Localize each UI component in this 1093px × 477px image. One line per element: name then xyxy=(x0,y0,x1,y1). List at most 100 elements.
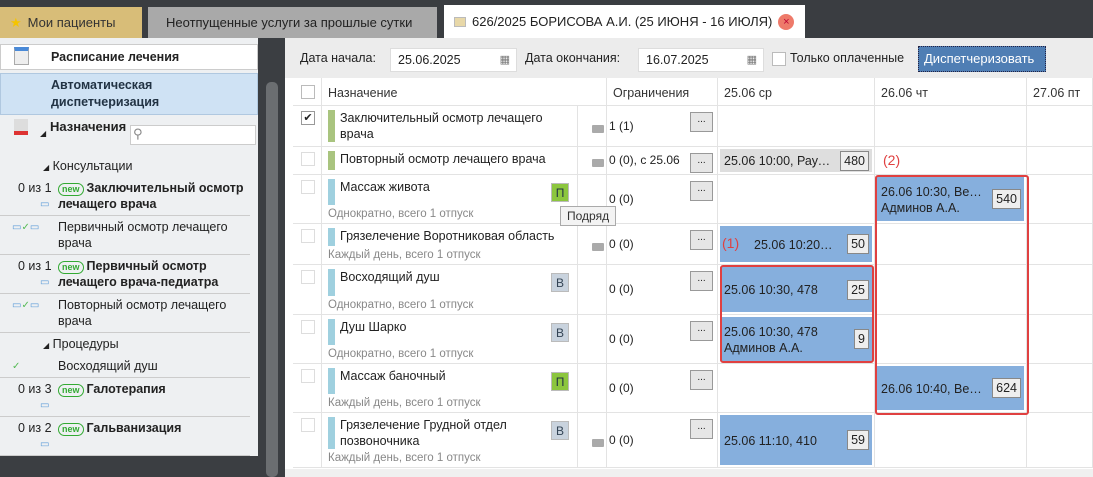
day-cell[interactable] xyxy=(1027,224,1093,265)
scheduled-slot[interactable]: 25.06 10:30, 478 Админов А.А. 9 xyxy=(720,317,872,361)
row-select[interactable] xyxy=(293,175,322,224)
mode-badge[interactable]: П xyxy=(551,372,569,391)
sidebar-scrollbar[interactable] xyxy=(266,82,278,477)
day-cell[interactable] xyxy=(875,147,1027,175)
tab-patient-record[interactable]: 626/2025 БОРИСОВА А.И. (25 ИЮНЯ - 16 ИЮЛ… xyxy=(444,5,805,38)
tree-item[interactable]: 0 из 3 ▭ new Галотерапия xyxy=(0,378,250,417)
header-day-1[interactable]: 25.06 ср xyxy=(718,78,875,106)
assignments-icon xyxy=(14,119,28,135)
tree-group[interactable]: ◢ Процедуры xyxy=(0,333,258,355)
tree-item[interactable]: ▭✓▭ Первичный осмотр лечащего врача xyxy=(0,216,250,255)
header-assignment[interactable]: Назначение xyxy=(322,78,607,106)
row-select[interactable] xyxy=(293,265,322,315)
scheduled-slot[interactable]: 26.06 10:30, Вергей Админов А.А. 540 xyxy=(877,177,1024,221)
scheduled-slot[interactable]: 25.06 10:30, 478 25 xyxy=(720,267,872,312)
tree-item[interactable]: 0 из 2 ▭ new Гальванизация xyxy=(0,417,250,456)
day-cell[interactable] xyxy=(1027,413,1093,468)
day-cell[interactable] xyxy=(875,265,1027,315)
sidebar-schedule[interactable]: Расписание лечения xyxy=(0,44,258,70)
payment-icon xyxy=(592,438,604,447)
row-checkbox[interactable] xyxy=(301,229,315,243)
row-checkbox[interactable] xyxy=(301,369,315,383)
day-cell[interactable]: 25.06 11:10, 410 59 xyxy=(718,413,875,468)
tab-my-patients[interactable]: ★ Мои пациенты xyxy=(0,7,142,38)
day-cell[interactable]: 25.06 10:20, 458 -... 50 xyxy=(718,224,875,265)
tree-item[interactable]: ▭✓▭ Повторный осмотр лечащего врача xyxy=(0,294,250,333)
day-cell[interactable] xyxy=(1027,147,1093,175)
collapse-icon: ◢ xyxy=(43,341,50,350)
row-select[interactable] xyxy=(293,224,322,265)
sidebar-auto-dispatch[interactable]: Автоматическая диспетчеризация xyxy=(0,73,258,115)
day-cell[interactable] xyxy=(875,413,1027,468)
tree-item[interactable]: 0 из 1 ▭ new Первичный осмотр лечащего врач… xyxy=(0,255,250,294)
row-checkbox[interactable] xyxy=(301,152,315,166)
start-date-field[interactable]: 25.06.2025 ▦ xyxy=(390,48,517,72)
day-cell[interactable] xyxy=(1027,106,1093,147)
paid-only-checkbox[interactable] xyxy=(772,52,786,66)
day-cell[interactable] xyxy=(718,106,875,147)
day-cell[interactable] xyxy=(1027,265,1093,315)
mode-badge[interactable]: В xyxy=(551,323,569,342)
search-input[interactable] xyxy=(130,125,256,145)
header-select-all[interactable] xyxy=(293,78,322,106)
row-select[interactable] xyxy=(293,413,322,468)
row-select[interactable]: ✔ xyxy=(293,106,322,147)
mode-badge[interactable]: П xyxy=(551,183,569,202)
tree-group[interactable]: ◢ Консультации xyxy=(0,155,258,177)
select-all-checkbox[interactable] xyxy=(301,85,315,99)
payment-cell xyxy=(578,413,607,468)
mode-badge[interactable]: В xyxy=(551,273,569,292)
calendar-icon[interactable]: ▦ xyxy=(499,54,510,66)
more-button[interactable]: ... xyxy=(690,321,713,341)
scheduled-slot[interactable]: 25.06 10:20, 458 -... 50 xyxy=(720,226,872,262)
scheduled-slot[interactable]: 25.06 10:00, Раудс... 480 xyxy=(720,149,872,172)
tree-item[interactable]: 0 из 1 ▭ new Заключительный осмотр лечащего… xyxy=(0,177,250,216)
row-select[interactable] xyxy=(293,364,322,413)
scheduled-slot[interactable]: 25.06 11:10, 410 59 xyxy=(720,415,872,465)
day-cell[interactable]: 25.06 10:30, 478 25 xyxy=(718,265,875,315)
day-cell[interactable]: 25.06 10:30, 478 Админов А.А. 9 xyxy=(718,315,875,364)
day-cell[interactable] xyxy=(875,315,1027,364)
day-cell[interactable] xyxy=(1027,175,1093,224)
row-checkbox[interactable] xyxy=(301,270,315,284)
more-button[interactable]: ... xyxy=(690,112,713,132)
day-cell[interactable] xyxy=(875,106,1027,147)
tree-item[interactable]: ✓ Восходящий душ xyxy=(0,355,250,378)
row-checkbox[interactable] xyxy=(301,180,315,194)
day-cell[interactable] xyxy=(718,364,875,413)
search-icon: ⚲ xyxy=(133,126,143,141)
more-button[interactable]: ... xyxy=(690,370,713,390)
mode-badge[interactable]: В xyxy=(551,421,569,440)
day-cell[interactable]: 26.06 10:40, Вергей 624 xyxy=(875,364,1027,413)
header-limits[interactable]: Ограничения xyxy=(607,78,718,106)
more-button[interactable]: ... xyxy=(690,230,713,250)
tab-unreleased-services[interactable]: Неотпущенные услуги за прошлые сутки xyxy=(148,7,437,38)
slot-room-number: 9 xyxy=(854,329,869,349)
more-button[interactable]: ... xyxy=(690,419,713,439)
day-cell[interactable] xyxy=(875,224,1027,265)
day-cell[interactable] xyxy=(1027,364,1093,413)
close-icon[interactable]: × xyxy=(778,13,795,30)
scheduled-slot[interactable]: 26.06 10:40, Вергей 624 xyxy=(877,366,1024,410)
collapse-icon[interactable]: ◢ xyxy=(40,129,47,138)
more-button[interactable]: ... xyxy=(690,271,713,291)
end-date-field[interactable]: 16.07.2025 ▦ xyxy=(638,48,764,72)
row-checkbox[interactable]: ✔ xyxy=(301,111,315,125)
payment-cell xyxy=(578,224,607,265)
assignment-frequency: Однократно, всего 1 отпуск xyxy=(328,208,474,220)
row-select[interactable] xyxy=(293,315,322,364)
more-button[interactable]: ... xyxy=(690,153,713,173)
header-day-2[interactable]: 26.06 чт xyxy=(875,78,1027,106)
day-cell[interactable] xyxy=(1027,315,1093,364)
row-checkbox[interactable] xyxy=(301,320,315,334)
day-cell[interactable]: 25.06 10:00, Раудс... 480 xyxy=(718,147,875,175)
more-button[interactable]: ... xyxy=(690,181,713,201)
row-select[interactable] xyxy=(293,147,322,175)
day-cell[interactable] xyxy=(718,175,875,224)
calendar-icon[interactable]: ▦ xyxy=(746,54,757,66)
assignment-cell: Массаж баночный Каждый день, всего 1 отпу… xyxy=(322,364,578,413)
header-day-3[interactable]: 27.06 пт xyxy=(1027,78,1093,106)
dispatch-button[interactable]: Диспетчеризовать xyxy=(918,46,1046,72)
day-cell[interactable]: 26.06 10:30, Вергей Админов А.А. 540 xyxy=(875,175,1027,224)
row-checkbox[interactable] xyxy=(301,418,315,432)
